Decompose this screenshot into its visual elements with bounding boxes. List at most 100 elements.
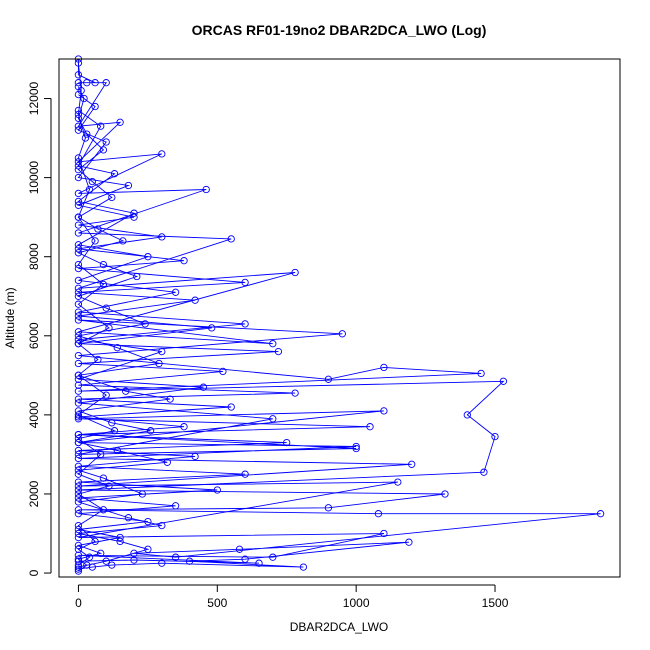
data-point: [74, 154, 83, 162]
series-line-4: [77, 62, 116, 566]
data-point: [74, 340, 83, 348]
data-point: [241, 278, 249, 287]
data-point: [74, 450, 83, 459]
data-point: [74, 189, 83, 198]
y-axis-label: Altitude (m): [3, 287, 17, 348]
data-point: [74, 438, 83, 447]
data-point: [97, 549, 105, 557]
data-point: [74, 555, 83, 563]
data-point: [74, 173, 83, 182]
data-point: [83, 130, 91, 138]
data-point: [119, 237, 127, 245]
data-point: [102, 138, 110, 146]
data-point: [352, 444, 360, 453]
y-tick-label: 2000: [27, 480, 41, 507]
data-point: [94, 355, 102, 364]
data-point: [108, 561, 116, 569]
series-line-0: [77, 59, 601, 570]
data-point: [74, 478, 83, 486]
data-point: [208, 324, 216, 332]
data-point: [74, 399, 83, 407]
data-point: [74, 415, 83, 423]
data-point: [74, 336, 83, 344]
data-point: [74, 221, 83, 229]
data-point: [74, 201, 83, 209]
data-point: [74, 284, 83, 292]
data-point: [124, 514, 133, 522]
data-point: [255, 559, 263, 567]
data-point: [99, 506, 108, 514]
series-line-2: [76, 94, 296, 572]
data-point: [88, 177, 96, 186]
data-point: [105, 324, 113, 332]
data-point: [380, 407, 388, 415]
data-point: [283, 438, 291, 447]
data-point: [235, 545, 244, 553]
data-point: [74, 241, 83, 249]
data-point: [74, 381, 83, 389]
data-point: [171, 553, 180, 561]
data-point: [158, 150, 166, 158]
data-point: [74, 359, 83, 368]
data-point: [74, 59, 83, 67]
data-point: [85, 553, 94, 561]
data-point: [74, 533, 83, 542]
data-point: [130, 209, 138, 217]
x-axis: 0 500 1000 1500: [75, 584, 509, 610]
data-point: [74, 545, 83, 553]
x-tick-label: 0: [75, 596, 82, 610]
data-point: [133, 272, 141, 281]
data-point: [227, 403, 235, 411]
data-point: [74, 332, 83, 340]
data-point: [380, 363, 388, 372]
data-point: [74, 79, 83, 87]
data-point: [74, 328, 83, 336]
data-point: [155, 359, 163, 368]
data-point: [163, 458, 171, 466]
data-point: [74, 490, 83, 498]
data-point: [74, 525, 83, 534]
data-point: [74, 249, 83, 257]
data-point: [113, 446, 121, 455]
data-point: [74, 110, 83, 119]
data-point: [158, 559, 166, 567]
data-point: [171, 502, 180, 510]
data-point: [74, 430, 83, 439]
data-point: [110, 427, 119, 435]
data-point: [241, 470, 249, 478]
data-point: [166, 395, 174, 403]
data-point: [122, 387, 130, 395]
data-point: [102, 304, 110, 312]
data-point: [74, 470, 83, 478]
x-tick-label: 500: [207, 596, 227, 610]
y-tick-label: 10000: [27, 161, 41, 195]
data-point: [74, 126, 83, 134]
data-point: [269, 340, 277, 348]
data-point: [102, 557, 110, 565]
x-tick-label: 1000: [343, 596, 370, 610]
data-point: [74, 197, 83, 206]
data-point: [85, 185, 94, 194]
data-point: [596, 510, 605, 518]
data-point: [324, 375, 333, 383]
data-point: [130, 556, 138, 564]
data-point: [74, 213, 83, 221]
data-point: [74, 71, 83, 79]
data-point: [191, 452, 199, 461]
data-point: [113, 344, 121, 352]
data-point: [338, 330, 346, 338]
data-point: [74, 446, 83, 455]
data-point: [83, 561, 91, 569]
y-tick-label: 8000: [27, 243, 41, 270]
data-point: [191, 296, 199, 304]
data-point: [408, 460, 416, 468]
data-point: [138, 490, 146, 498]
data-point: [74, 510, 83, 518]
data-point: [74, 395, 83, 403]
y-axis: 0 2000 4000 6000 8000 10000 12000: [27, 81, 52, 576]
data-point: [99, 280, 108, 289]
y-tick-label: 6000: [27, 322, 41, 349]
x-axis-label: DBAR2DCA_LWO: [290, 620, 388, 634]
data-point: [74, 462, 83, 470]
